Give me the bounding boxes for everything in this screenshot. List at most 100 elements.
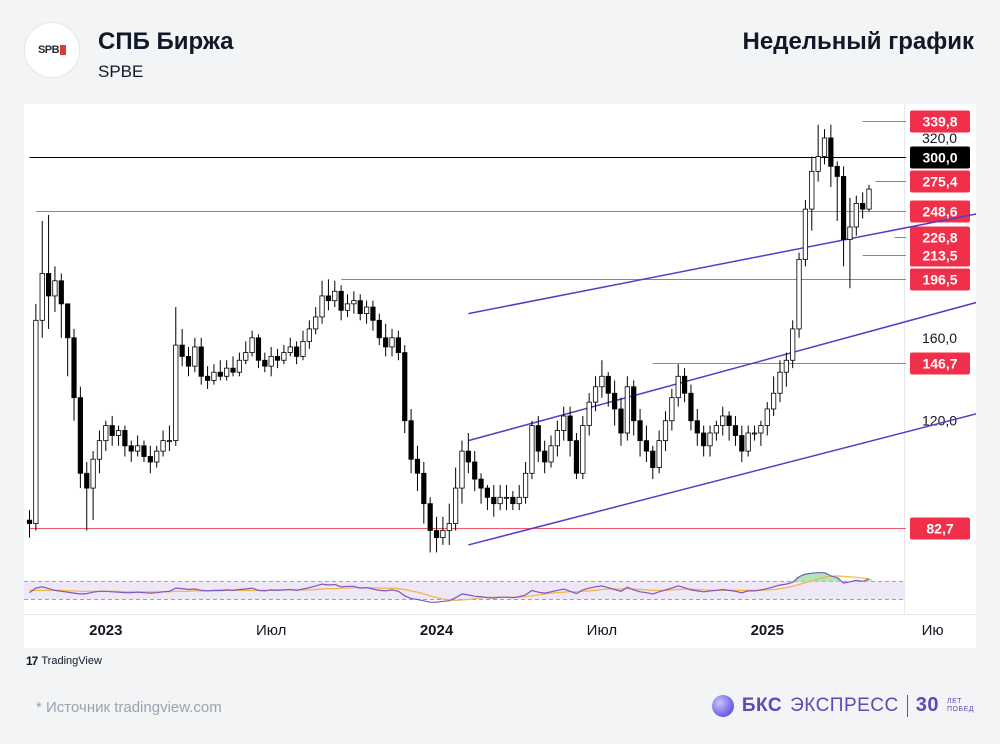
price-chart[interactable]: 320,0 160,0 120,0 339,8 300,0 275,4 248,6 226,8… (24, 104, 978, 648)
candle-body (637, 420, 643, 442)
level-label: 300,0 (922, 150, 957, 166)
candle-body (287, 346, 293, 353)
candle-body (185, 355, 192, 367)
candle-body (109, 425, 115, 436)
rsi-line (29, 572, 870, 603)
candle-body (370, 306, 376, 321)
candle-body (503, 496, 510, 499)
candle-body (294, 346, 300, 357)
candle-body (166, 440, 173, 443)
candle-body (319, 295, 325, 318)
candle-body (427, 503, 433, 531)
chart-panel[interactable]: 320,0 160,0 120,0 339,8 300,0 275,4 248,6 226,8… (24, 104, 978, 648)
candle-body (459, 450, 465, 489)
candle-body (701, 432, 707, 447)
bcs-name-rest: ЭКСПРЕСС (790, 694, 899, 716)
candle-body (414, 458, 421, 474)
level-label-bg (910, 517, 970, 540)
level-label-bg (910, 146, 970, 169)
candle-body (243, 352, 249, 361)
candle-body (675, 375, 681, 399)
candle-body (281, 352, 287, 361)
level-label: 82,7 (926, 521, 953, 537)
channel-line (468, 412, 978, 546)
candle-body (529, 425, 535, 474)
candle-body (847, 226, 853, 240)
candle-body (363, 306, 370, 315)
candle-body (624, 386, 630, 434)
candle-body (408, 420, 414, 460)
candle-body (26, 519, 33, 524)
candle-body (179, 344, 185, 357)
candle-body (351, 300, 357, 305)
candle-body (809, 170, 815, 210)
channel-line (468, 301, 978, 442)
candle-body (472, 461, 478, 480)
candle-body (147, 456, 153, 463)
candle-body (592, 386, 599, 403)
candle-body (300, 341, 306, 357)
candle-body (802, 208, 809, 260)
candle-body (662, 420, 669, 442)
candle-body (58, 280, 64, 305)
ticker: SPBE (98, 62, 144, 81)
candle-body (338, 290, 344, 311)
candle-body (90, 458, 96, 489)
candle-body (840, 176, 847, 240)
candle-body (681, 375, 688, 394)
source-note: * Источник tradingview.com (36, 699, 222, 716)
tradingview-logo-icon: 17 (26, 654, 38, 668)
candle-body (656, 440, 662, 468)
candle-body (567, 415, 573, 442)
logo-mark-icon (60, 45, 67, 55)
candle-body (751, 432, 758, 435)
candle-body (586, 401, 592, 426)
candle-body (618, 408, 624, 434)
candle-body (790, 328, 796, 361)
candle-body (192, 346, 198, 367)
candle-body (866, 188, 872, 210)
candle-body (154, 450, 160, 463)
logo-text: SPB (37, 44, 60, 56)
candle-body (688, 392, 694, 422)
chart-period: Недельный график (742, 28, 974, 55)
candle-body (446, 523, 452, 531)
candle-body (433, 530, 440, 539)
candle-body (516, 496, 522, 505)
candle-body (599, 375, 605, 388)
candle-body (268, 355, 274, 367)
candle-body (357, 300, 363, 315)
candle-body (796, 258, 802, 330)
company-name: СПБ Биржа (98, 28, 234, 55)
bcs-years-caption: ЛЕТ ПОБЕД (947, 698, 974, 714)
candle-body (84, 472, 90, 489)
bcs-separator (906, 694, 908, 717)
candle-body (484, 487, 491, 498)
candle-body (739, 435, 745, 452)
level-label-bg (910, 352, 970, 375)
candle-body (580, 425, 586, 474)
candle-body (771, 392, 777, 410)
x-tick-label: Ию (922, 622, 944, 639)
candle-body (643, 440, 650, 452)
level-label-bg (910, 110, 970, 133)
candle-body (211, 371, 217, 381)
candle-body (325, 295, 332, 302)
bcs-caption-line-1: ЛЕТ (947, 697, 963, 705)
bcs-orb-icon (711, 694, 734, 717)
candle-body (77, 397, 83, 474)
candle-body (262, 359, 268, 367)
x-tick-label: Июл (256, 622, 286, 639)
candle-body (726, 415, 732, 426)
candle-body (777, 371, 783, 394)
candle-body (122, 430, 128, 447)
level-label: 248,6 (922, 204, 957, 220)
tradingview-text: TradingView (41, 655, 102, 667)
candle-body (758, 425, 764, 434)
candle-body (65, 303, 71, 339)
candle-body (497, 496, 503, 505)
company-logo: SPB (24, 22, 80, 78)
level-label-bg (910, 200, 970, 223)
candle-body (478, 478, 484, 489)
candle-body (834, 165, 840, 177)
